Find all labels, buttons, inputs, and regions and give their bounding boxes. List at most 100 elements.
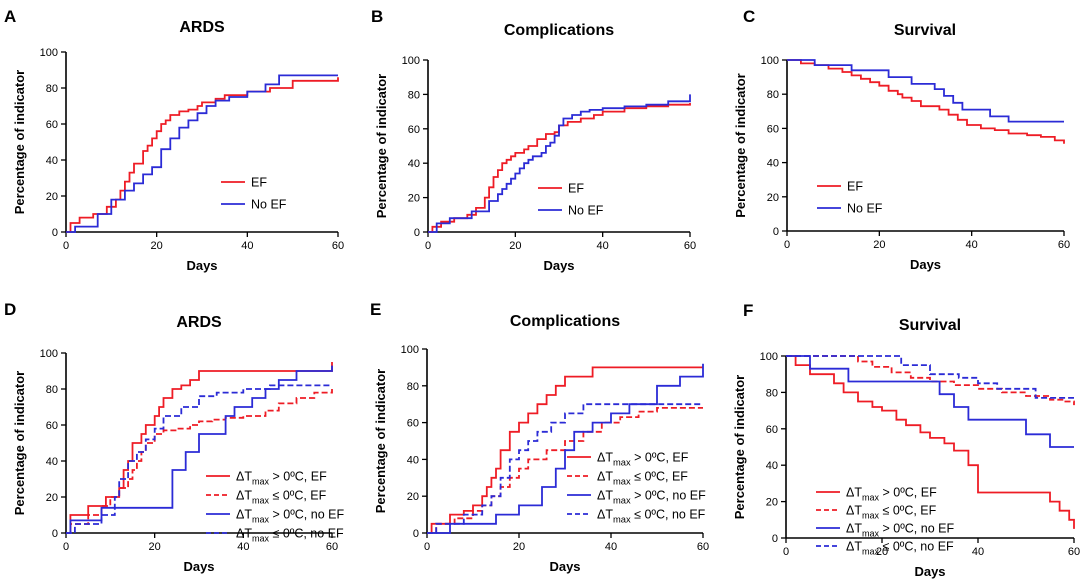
series-line-4 [427,403,703,534]
legend-label-sub: max [613,496,631,506]
series-line-1 [787,59,1065,144]
legend-label-sub: max [252,534,270,544]
y-tick-label: 40 [407,454,419,466]
chart-title: Complications [504,22,614,39]
legend-label-rest: > 0ºC, EF [879,486,937,500]
legend-label-main: ΔT [236,527,252,541]
x-tick-label: 0 [783,546,789,558]
y-tick-label: 40 [46,456,58,468]
series-line-1 [66,362,333,534]
series-line-1 [786,355,1075,529]
chart-title: ARDS [179,19,225,36]
legend-label-sub: max [862,493,880,503]
x-tick-label: 60 [697,541,709,553]
y-tick-label: 0 [52,528,58,540]
x-tick-label: 40 [972,546,984,558]
legend-entry: ΔTmax > 0ºC, no EF [236,508,344,525]
series-line-3 [427,363,704,534]
legend-entry: ΔTmax ≤ 0ºC, no EF [597,508,706,525]
x-tick-label: 0 [425,240,431,252]
legend-label-main: ΔT [597,508,613,522]
legend-entry: ΔTmax ≤ 0ºC, no EF [846,540,954,557]
legend-label-sub: max [252,515,270,525]
y-tick-label: 80 [767,89,779,101]
y-tick-label: 40 [408,158,420,170]
legend-label-sub: max [862,547,880,557]
chart-title: Complications [510,313,620,330]
legend-label-rest: ≤ 0ºC, EF [631,470,689,484]
legend-entry: ΔTmax ≤ 0ºC, no EF [236,527,344,544]
x-tick-label: 0 [424,541,430,553]
x-tick-label: 20 [151,240,163,252]
panel-B: B Complications 0 20 40 60 80 100 0 20 40 60 Days Per… [371,7,696,273]
y-tick-label: 0 [414,227,420,239]
legend-entry: ΔTmax ≤ 0ºC, EF [236,489,327,506]
y-tick-label: 60 [766,424,778,436]
panel-F: F Survival 0 20 40 60 80 100 0 20 40 60 Days Percenta… [732,301,1080,579]
x-tick-label: 20 [873,239,885,251]
y-tick-label: 40 [766,460,778,472]
y-tick-label: 100 [40,348,58,360]
legend-label-main: ΔT [597,489,613,503]
y-tick-label: 60 [408,124,420,136]
legend-label-rest: > 0ºC, EF [631,451,689,465]
legend-label-rest: ≤ 0ºC, EF [269,489,327,503]
legend-label-main: ΔT [236,470,252,484]
legend-label-sub: max [613,477,631,487]
x-tick-label: 60 [326,541,338,553]
panel-letter: B [371,7,383,26]
panel-letter: A [4,7,16,26]
x-axis-label: Days [914,564,945,579]
y-tick-label: 80 [766,387,778,399]
y-tick-label: 60 [407,418,419,430]
panel-C: C Survival 0 20 40 60 80 100 0 20 40 60 Days Percenta… [733,7,1070,272]
legend-entry: ΔTmax > 0ºC, EF [846,486,937,503]
legend-label-rest: > 0ºC, no EF [269,508,344,522]
x-axis-label: Days [543,258,574,273]
legend-entry: ΔTmax > 0ºC, EF [597,451,689,468]
y-tick-label: 40 [46,155,58,167]
y-axis-label: Percentage of indicator [12,371,27,515]
legend-label-sub: max [613,458,631,468]
x-tick-label: 20 [509,240,521,252]
legend-label-rest: > 0ºC, no EF [631,489,706,503]
y-tick-label: 0 [413,528,419,540]
y-tick-label: 100 [402,55,420,67]
y-tick-label: 100 [40,47,58,59]
chart-title: Survival [894,22,956,39]
x-tick-label: 20 [876,546,888,558]
legend-label-sub: max [252,477,270,487]
x-axis-label: Days [183,559,214,574]
legend-label-main: ΔT [846,540,862,554]
legend-entry: ΔTmax > 0ºC, EF [236,470,327,487]
legend-entry: EF [251,176,267,190]
x-tick-label: 20 [149,541,161,553]
series-line-1 [427,366,703,534]
series-line-1 [428,103,691,233]
legend-label-main: ΔT [846,522,862,536]
x-tick-label: 60 [684,240,696,252]
x-tick-label: 0 [63,541,69,553]
series-line-3 [66,365,333,534]
x-tick-label: 60 [1068,546,1080,558]
y-tick-label: 20 [766,497,778,509]
y-axis-label: Percentage of indicator [374,74,389,218]
y-tick-label: 60 [46,420,58,432]
chart-title: ARDS [176,314,222,331]
y-tick-label: 60 [767,123,779,135]
legend-label-main: ΔT [846,486,862,500]
y-tick-label: 20 [46,191,58,203]
x-tick-label: 20 [513,541,525,553]
y-tick-label: 20 [407,491,419,503]
legend-label-sub: max [613,515,631,525]
y-tick-label: 80 [46,384,58,396]
legend-label-sub: max [252,496,270,506]
legend-label-main: ΔT [846,504,862,518]
y-tick-label: 0 [52,227,58,239]
y-tick-label: 20 [408,193,420,205]
legend-label-main: ΔT [597,451,613,465]
panel-E: E Complications 0 20 40 60 80 100 0 20 40 60 Days Per… [370,300,709,574]
y-axis-label: Percentage of indicator [733,73,748,217]
chart-title: Survival [899,317,961,334]
